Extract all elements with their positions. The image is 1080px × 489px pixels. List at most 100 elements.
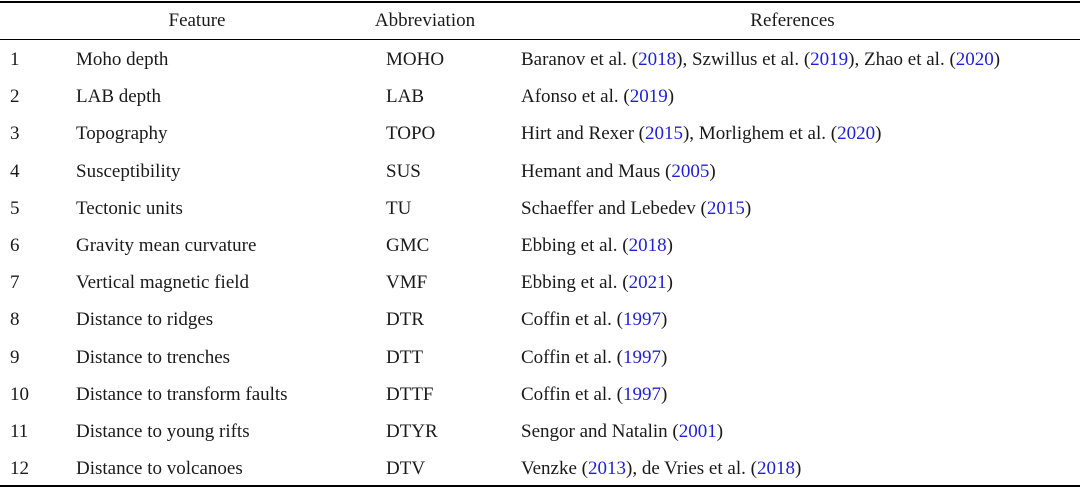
table-row: 10 Distance to transform faults DTTF Coffin… [0,376,1080,413]
feature-name: Tectonic units [76,197,183,219]
reference-punctuation: ) [716,421,724,442]
reference-year-link[interactable]: 2019 [810,49,849,70]
reference-authors: Schaeffer and Lebedev ( [521,197,707,219]
reference-authors: Hemant and Maus ( [521,160,672,182]
reference-authors: Sengor and Natalin ( [521,421,679,442]
reference-punctuation: ) [661,383,668,405]
row-number: 10 [10,383,29,405]
reference-year-link[interactable]: 2020 [837,123,876,145]
reference-authors: Hirt and Rexer ( [521,123,645,145]
feature-name: LAB depth [76,86,161,108]
feature-name: Distance to ridges [76,309,214,331]
table-header-rule [0,39,1080,40]
reference-authors: Morlighem et al. ( [698,123,838,145]
feature-name: Susceptibility [76,160,181,182]
reference-year-link[interactable]: 2019 [629,86,668,108]
feature-name: Moho depth [76,49,169,70]
reference-year-link[interactable]: 1997 [623,346,662,368]
reference-punctuation: ), [626,458,642,480]
row-number: 2 [10,86,20,108]
reference-year-link[interactable]: 2015 [644,123,683,145]
feature-abbreviation: DTV [386,458,426,480]
reference-year-link[interactable]: 2005 [671,160,710,182]
references-cell: Sengor and Natalin (2001) [521,413,723,450]
references-cell: Hemant and Maus (2005) [521,153,716,190]
reference-year-link[interactable]: 2015 [706,197,745,219]
reference-authors: Zhao et al. ( [863,49,956,70]
feature-abbreviation: DTT [386,346,423,368]
table-row: 1 Moho depth MOHO Baranov et al. (2018), Sz… [0,41,1080,78]
table-row: 5 Tectonic units TU Schaeffer and Lebedev (… [0,190,1080,227]
reference-authors: Venzke ( [521,458,588,480]
reference-authors: Baranov et al. ( [521,49,639,70]
table-row: 2 LAB depth LAB Afonso et al. (2019) [0,78,1080,115]
feature-name: Distance to transform faults [76,383,288,405]
feature-abbreviation: SUS [386,160,421,182]
row-number: 4 [10,160,20,182]
reference-punctuation: ) [661,309,668,331]
reference-year-link[interactable]: 2013 [588,458,626,480]
feature-name: Distance to volcanoes [76,458,243,480]
feature-name: Gravity mean curvature [76,235,257,256]
header-abbreviation: Abbreviation [374,10,476,31]
row-number: 7 [10,272,20,294]
reference-authors: Ebbing et al. ( [521,235,629,256]
row-number: 12 [10,458,29,480]
table-row: 9 Distance to trenches DTT Coffin et al. (1… [0,339,1080,376]
table-top-rule [0,1,1080,3]
reference-year-link[interactable]: 1997 [623,309,662,331]
reference-punctuation: ) [875,123,882,145]
reference-punctuation: ) [661,346,668,368]
references-cell: Coffin et al. (1997) [521,376,667,413]
table-row: 7 Vertical magnetic field VMF Ebbing et al.… [0,264,1080,301]
feature-abbreviation: DTYR [386,421,438,442]
reference-year-link[interactable]: 2018 [628,235,667,256]
reference-punctuation: ), [682,123,699,145]
references-cell: Hirt and Rexer (2015), Morlighem et al. … [521,115,881,152]
references-cell: Coffin et al. (1997) [521,301,667,338]
table-row: 3 Topography TOPO Hirt and Rexer (2015), Mo… [0,115,1080,152]
feature-abbreviation: MOHO [386,49,445,70]
references-cell: Baranov et al. (2018), Szwillus et al. (… [521,41,1000,78]
reference-punctuation: ) [667,86,675,108]
table-row: 11 Distance to young rifts DTYR Sengor and … [0,413,1080,450]
feature-abbreviation: DTR [386,309,424,331]
reference-year-link[interactable]: 2020 [955,49,994,70]
table-bottom-rule [0,485,1080,487]
feature-abbreviation: TU [386,197,412,219]
reference-authors: Szwillus et al. ( [691,49,811,70]
references-cell: Venzke (2013), de Vries et al. (2018) [521,450,801,487]
reference-year-link[interactable]: 1997 [623,383,662,405]
table-header-row: Feature Abbreviation References [0,3,1080,39]
reference-year-link[interactable]: 2001 [678,421,717,442]
references-cell: Afonso et al. (2019) [521,78,674,115]
table-row: 4 Susceptibility SUS Hemant and Maus (2005) [0,153,1080,190]
row-number: 1 [10,49,20,70]
reference-authors: Coffin et al. ( [521,383,624,405]
reference-punctuation: ), [848,49,864,70]
feature-abbreviation: VMF [386,272,428,294]
row-number: 6 [10,235,20,256]
reference-punctuation: ), [676,49,692,70]
feature-name: Topography [76,123,168,145]
reference-authors: Coffin et al. ( [521,309,624,331]
reference-punctuation: ) [993,49,1001,70]
row-number: 3 [10,123,20,145]
table-row: 12 Distance to volcanoes DTV Venzke (2013),… [0,450,1080,487]
reference-punctuation: ) [794,458,802,480]
references-cell: Coffin et al. (1997) [521,339,667,376]
feature-abbreviation: LAB [386,86,424,108]
reference-year-link[interactable]: 2018 [638,49,677,70]
row-number: 8 [10,309,20,331]
references-cell: Schaeffer and Lebedev (2015) [521,190,751,227]
row-number: 9 [10,346,20,368]
header-references: References [750,10,835,31]
reference-authors: Coffin et al. ( [521,346,624,368]
reference-authors: Afonso et al. ( [521,86,630,108]
feature-name: Distance to young rifts [76,421,250,442]
reference-authors: de Vries et al. ( [641,458,757,480]
reference-year-link[interactable]: 2018 [756,458,795,480]
reference-year-link[interactable]: 2021 [628,272,667,294]
reference-punctuation: ) [744,197,752,219]
